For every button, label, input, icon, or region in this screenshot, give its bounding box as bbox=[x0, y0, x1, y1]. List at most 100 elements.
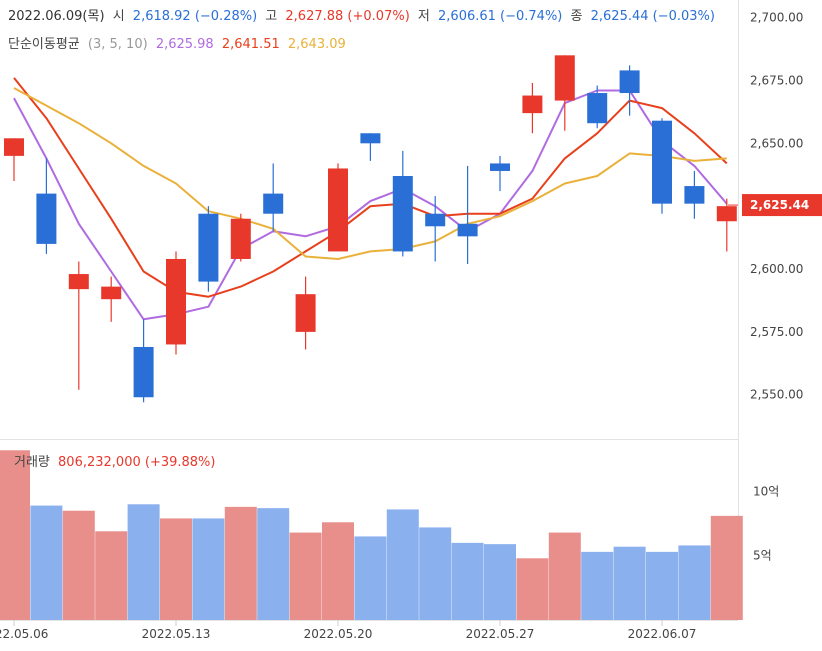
ma-legend-label: 단순이동평균 bbox=[8, 37, 80, 52]
ma-line-3 bbox=[13, 89, 728, 321]
candle-body bbox=[554, 55, 575, 101]
volume-bar bbox=[224, 506, 257, 620]
candle bbox=[619, 65, 640, 116]
volume-bar bbox=[289, 532, 322, 620]
candle bbox=[587, 85, 608, 129]
axis-layer: 2,700.002,675.002,650.002,625.002,600.00… bbox=[0, 11, 822, 641]
price-tick-label: 2,675.00 bbox=[750, 73, 803, 87]
header-date: 2022.06.09(목) bbox=[8, 9, 105, 24]
ma-legend: 단순이동평균 (3, 5, 10) 2,625.98 2,641.51 2,64… bbox=[8, 33, 350, 52]
candle-body bbox=[392, 176, 413, 252]
candle-body bbox=[652, 120, 672, 204]
low-value: 2,606.61 (−0.74%) bbox=[438, 9, 563, 24]
candle-body bbox=[716, 206, 737, 222]
volume-bar bbox=[516, 558, 549, 620]
candle bbox=[133, 319, 154, 403]
ma3-value: 2,625.98 bbox=[155, 37, 214, 52]
ma5-value: 2,641.51 bbox=[221, 37, 280, 52]
volume-bar bbox=[710, 515, 743, 620]
candle-body bbox=[360, 133, 381, 144]
volume-bar bbox=[257, 508, 290, 620]
close-value: 2,625.44 (−0.03%) bbox=[590, 9, 715, 24]
candle bbox=[554, 55, 575, 131]
candle bbox=[425, 196, 446, 262]
volume-bar bbox=[160, 518, 192, 620]
volume-legend-value: 806,232,000 (+39.88%) bbox=[58, 455, 216, 470]
volume-bar bbox=[451, 542, 484, 620]
candle-body bbox=[263, 193, 284, 214]
price-tick-label: 2,550.00 bbox=[750, 388, 803, 402]
candle-body bbox=[133, 346, 154, 398]
candle-body bbox=[522, 95, 543, 114]
candle bbox=[328, 163, 348, 252]
candle-body bbox=[36, 193, 57, 244]
candle-body bbox=[490, 163, 510, 171]
price-tick-label: 2,700.00 bbox=[750, 11, 803, 25]
candle-body bbox=[4, 138, 24, 156]
candle bbox=[522, 82, 543, 134]
current-price-label: 2,625.44 bbox=[750, 198, 809, 212]
candle-body bbox=[328, 168, 348, 252]
open-label: 시 bbox=[112, 9, 125, 24]
volume-bar bbox=[646, 551, 678, 620]
candle bbox=[716, 198, 737, 252]
volume-bar bbox=[484, 544, 516, 620]
volume-legend-label: 거래량 bbox=[14, 455, 50, 470]
candle bbox=[457, 165, 478, 264]
candle bbox=[684, 170, 705, 219]
candle-body bbox=[166, 258, 186, 345]
ma-line-10 bbox=[13, 87, 727, 260]
open-value: 2,618.92 (−0.28%) bbox=[132, 9, 258, 24]
ma-legend-params: (3, 5, 10) bbox=[87, 37, 148, 52]
time-tick-label: 2022.05.27 bbox=[466, 627, 535, 641]
moving-average-layer bbox=[13, 77, 728, 321]
candle bbox=[101, 276, 122, 322]
volume-tick-label: 10억 bbox=[753, 484, 779, 498]
candle-body bbox=[425, 213, 446, 227]
candle-body bbox=[101, 286, 122, 300]
price-tick-label: 2,650.00 bbox=[750, 136, 803, 150]
candle bbox=[166, 251, 186, 355]
volume-bar bbox=[354, 536, 387, 620]
candle bbox=[198, 206, 219, 292]
volume-bar bbox=[548, 532, 581, 620]
ma-line-5 bbox=[13, 77, 728, 298]
candle bbox=[490, 155, 510, 192]
volume-bar bbox=[678, 545, 711, 620]
high-value: 2,627.88 (+0.07%) bbox=[285, 9, 410, 24]
volume-bar bbox=[322, 522, 354, 620]
volume-bar bbox=[0, 450, 30, 620]
volume-bar bbox=[419, 527, 452, 620]
candle bbox=[68, 261, 89, 390]
volume-bar bbox=[613, 546, 646, 620]
volume-bar bbox=[386, 509, 419, 620]
candle bbox=[392, 150, 413, 257]
volume-bar bbox=[30, 505, 63, 620]
candle-body bbox=[68, 274, 89, 290]
candle bbox=[263, 163, 284, 232]
volume-bar bbox=[192, 518, 225, 620]
candle-body bbox=[684, 186, 705, 204]
candle-layer bbox=[4, 55, 737, 403]
ohlc-header: 2022.06.09(목) 시 2,618.92 (−0.28%) 고 2,62… bbox=[8, 5, 719, 24]
volume-layer bbox=[0, 450, 743, 620]
candle bbox=[4, 138, 24, 182]
volume-legend: 거래량 806,232,000 (+39.88%) bbox=[14, 451, 219, 470]
current-price-badge bbox=[742, 194, 822, 217]
volume-bar bbox=[95, 531, 128, 620]
volume-bar bbox=[127, 504, 160, 620]
time-tick-label: 2022.06.07 bbox=[628, 627, 697, 641]
close-label: 종 bbox=[570, 9, 583, 24]
price-tick-label: 2,600.00 bbox=[750, 262, 803, 276]
candle bbox=[230, 213, 251, 262]
ma10-value: 2,643.09 bbox=[287, 37, 346, 52]
candle bbox=[360, 133, 381, 161]
time-tick-label: 2022.05.13 bbox=[142, 627, 211, 641]
high-label: 고 bbox=[265, 9, 278, 24]
candle bbox=[652, 118, 672, 214]
candle-body bbox=[295, 294, 316, 332]
candle bbox=[36, 158, 57, 254]
candle-body bbox=[587, 93, 608, 124]
